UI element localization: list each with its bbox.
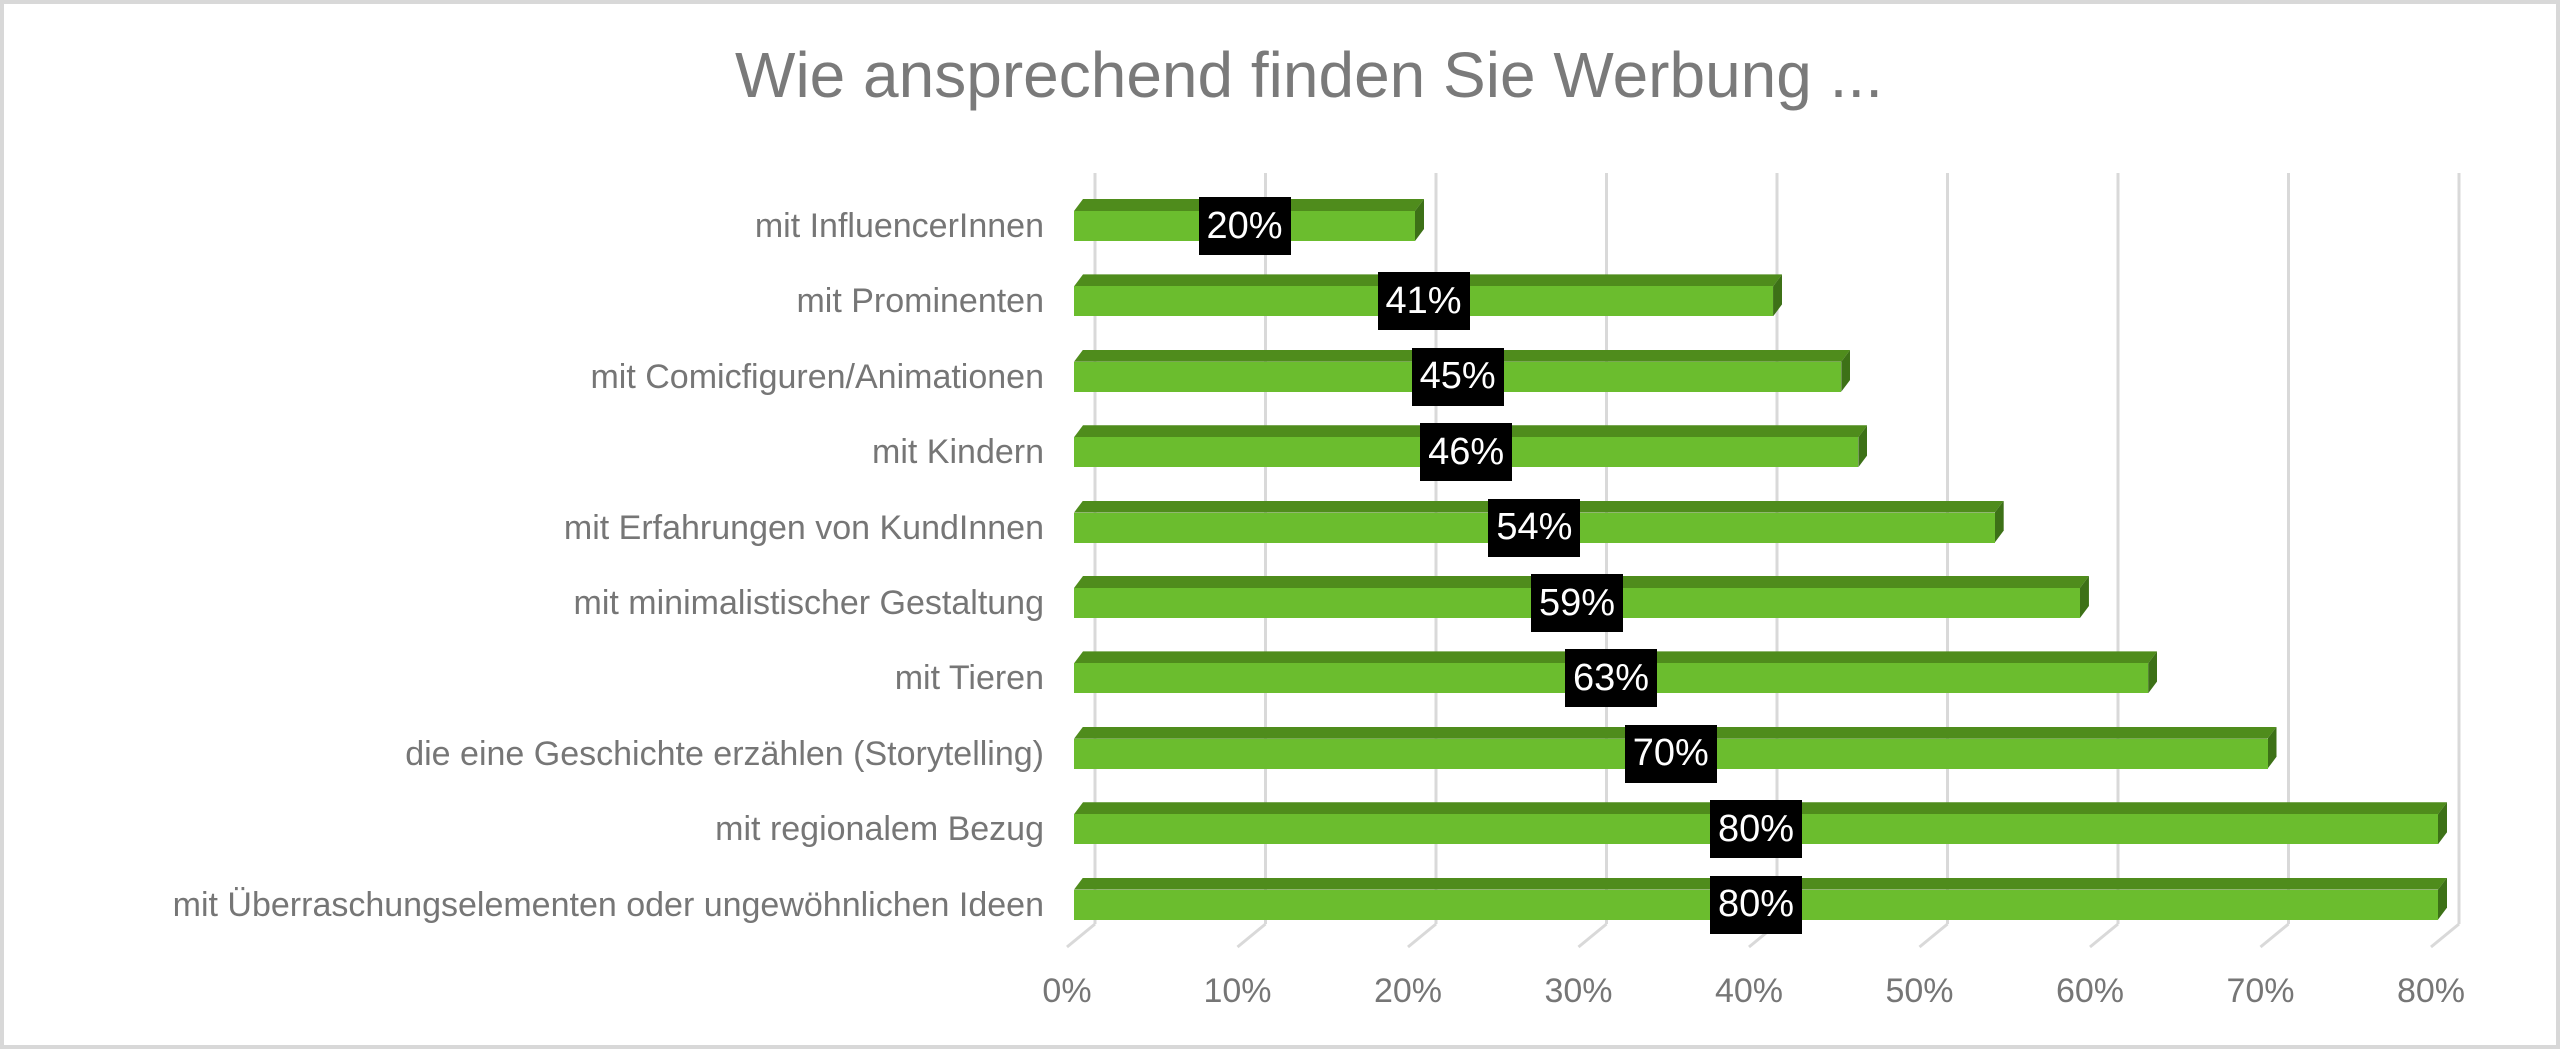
bar-value-label: 59% xyxy=(1530,574,1623,632)
category-label: mit Tieren xyxy=(894,659,1044,698)
category-label: mit Kindern xyxy=(872,433,1044,472)
gridline-floor-bevel xyxy=(1407,922,1437,949)
bar-end-face xyxy=(2438,802,2447,845)
axis-tick-label: 80% xyxy=(2396,972,2466,1010)
bar-value-label: 20% xyxy=(1198,197,1291,255)
category-label: mit regionalem Bezug xyxy=(715,810,1044,849)
category-label: die eine Geschichte erzählen (Storytelli… xyxy=(405,734,1044,773)
bar-end-face xyxy=(2438,877,2447,920)
category-label: mit Erfahrungen von KundInnen xyxy=(563,508,1044,547)
gridline-floor-bevel xyxy=(2430,922,2460,949)
gridline-floor-bevel xyxy=(1577,922,1608,949)
axis-tick-label: 0% xyxy=(1042,972,1092,1010)
chart-title: Wie ansprechend finden Sie Werbung ... xyxy=(735,39,1883,111)
axis-tick-label: 60% xyxy=(2055,972,2125,1010)
bar-value-label: 41% xyxy=(1377,272,1470,331)
bar-value-label: 80% xyxy=(1710,875,1802,934)
bar-end-face xyxy=(2267,726,2277,769)
category-label: mit InfluencerInnen xyxy=(754,207,1044,245)
axis-tick-label: 10% xyxy=(1203,972,1272,1010)
gridline-floor-bevel xyxy=(1066,922,1096,949)
bar-value-label: 80% xyxy=(1710,800,1802,859)
axis-tick-label: 50% xyxy=(1885,972,1954,1010)
bar-end-face xyxy=(1415,199,1424,241)
axis-tick-label: 30% xyxy=(1544,972,1613,1010)
bar-end-face xyxy=(1994,500,2004,543)
gridline-floor-bevel xyxy=(2259,922,2290,949)
bar-end-face xyxy=(1773,274,1783,317)
category-label: mit Überraschungselementen oder ungewöhn… xyxy=(172,885,1044,924)
bar-end-face xyxy=(2148,651,2158,694)
bar-value-label: 63% xyxy=(1565,649,1658,708)
bar-value-label: 54% xyxy=(1488,498,1581,557)
bar-value-label: 70% xyxy=(1624,724,1717,783)
bar-end-face xyxy=(2079,576,2089,618)
bar-end-face xyxy=(1858,425,1868,468)
axis-tick-label: 70% xyxy=(2226,972,2295,1010)
axis-tick-label: 20% xyxy=(1373,972,1443,1010)
category-label: mit minimalistischer Gestaltung xyxy=(573,584,1044,622)
gridline-floor-bevel xyxy=(1236,922,1267,949)
category-label: mit Prominenten xyxy=(796,282,1044,321)
category-label: mit Comicfiguren/Animationen xyxy=(590,357,1044,396)
gridline-floor-bevel xyxy=(1918,922,1949,949)
gridline-floor-bevel xyxy=(2089,922,2119,949)
bar-end-face xyxy=(1841,349,1851,392)
bar-value-label: 45% xyxy=(1411,347,1504,406)
axis-tick-label: 40% xyxy=(1714,972,1784,1010)
bar-value-label: 46% xyxy=(1420,423,1513,482)
